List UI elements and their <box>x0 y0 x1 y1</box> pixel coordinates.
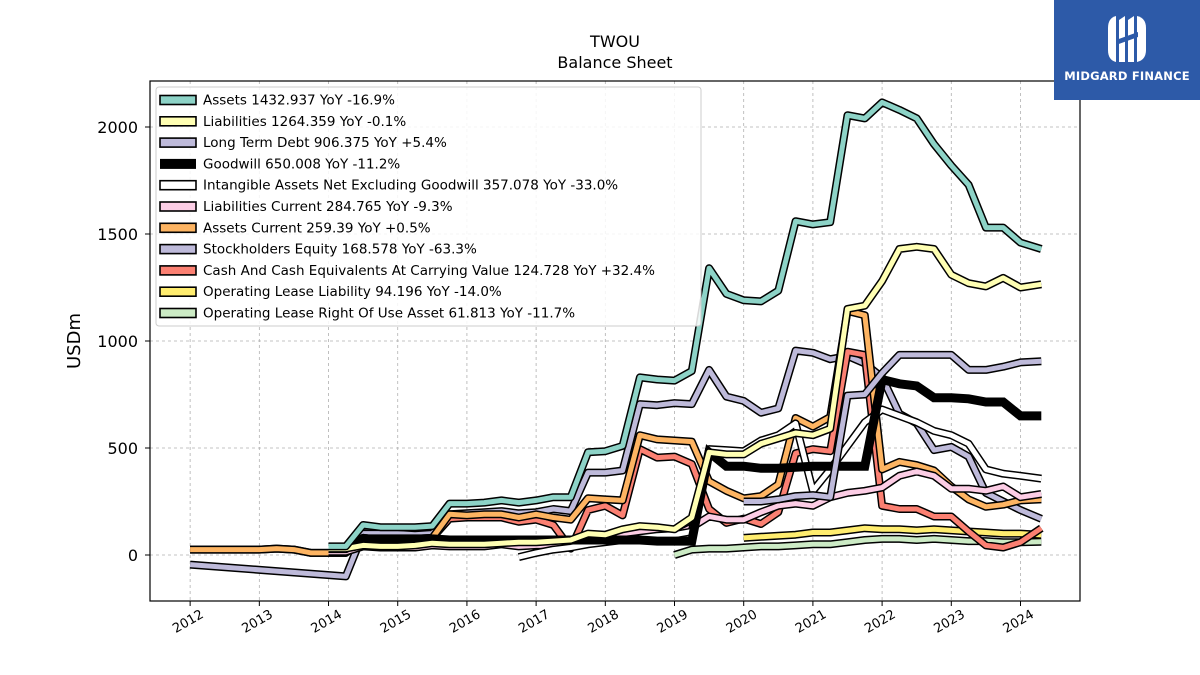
y-tick-label: 1500 <box>97 225 138 244</box>
legend-label: Goodwill 650.008 YoY -11.2% <box>203 156 400 172</box>
series-line <box>328 242 1042 553</box>
x-tick-label: 2024 <box>1001 607 1037 637</box>
x-tick-label: 2013 <box>240 607 276 637</box>
chart-subtitle: Balance Sheet <box>557 53 672 72</box>
series-line <box>190 307 1042 557</box>
midgard-logo-icon <box>1108 16 1146 62</box>
brand-name: MIDGARD FINANCE <box>1064 69 1190 83</box>
x-tick-label: 2019 <box>655 607 691 637</box>
x-tick-label: 2015 <box>378 607 414 637</box>
x-tick-label: 2018 <box>585 607 621 637</box>
legend-entry: Goodwill 650.008 YoY -11.2% <box>160 156 400 172</box>
legend-entry: Long Term Debt 906.375 YoY +5.4% <box>159 135 447 151</box>
legend-label: Operating Lease Liability 94.196 YoY -14… <box>203 284 502 300</box>
series-line-fill <box>328 99 1043 549</box>
legend-label: Operating Lease Right Of Use Asset 61.81… <box>203 306 575 322</box>
legend-box <box>155 86 702 327</box>
legend-entry: Assets Current 259.39 YoY +0.5% <box>159 220 431 236</box>
legend-swatch <box>159 201 197 212</box>
y-tick-label: 2000 <box>97 118 138 137</box>
legend-entry: Stockholders Equity 168.578 YoY -63.3% <box>159 242 477 258</box>
x-tick-label: 2016 <box>447 607 483 637</box>
legend-label: Long Term Debt 906.375 YoY +5.4% <box>203 135 447 151</box>
series-line-fill <box>328 373 1042 554</box>
series-line-outline <box>190 307 1042 557</box>
legend-swatch <box>159 137 197 148</box>
legend-swatch <box>159 286 197 298</box>
legend-entry: Intangible Assets Net Excluding Goodwill… <box>159 178 618 194</box>
legend-swatch <box>159 116 197 127</box>
brand-logo: MIDGARD FINANCE <box>1054 0 1200 100</box>
y-tick-label: 0 <box>128 546 138 565</box>
y-tick-label: 1000 <box>97 332 138 351</box>
x-tick-label: 2012 <box>170 607 206 637</box>
y-tick-label: 500 <box>107 439 138 458</box>
legend-label: Assets 1432.937 YoY -16.9% <box>203 93 395 109</box>
legend-swatch <box>159 243 197 255</box>
y-axis-label: USDm <box>64 313 85 369</box>
x-tick-label: 2022 <box>862 607 898 637</box>
legend-entry: Cash And Cash Equivalents At Carrying Va… <box>159 263 655 279</box>
legend-swatch <box>160 158 196 169</box>
series-lines <box>189 98 1044 581</box>
legend-entry: Operating Lease Right Of Use Asset 61.81… <box>159 306 575 322</box>
legend-swatch <box>159 179 197 191</box>
legend-label: Liabilities 1264.359 YoY -0.1% <box>203 114 406 130</box>
legend: Assets 1432.937 YoY -16.9% Liabilities 12… <box>155 86 702 327</box>
x-tick-label: 2023 <box>931 607 967 637</box>
legend-entry: Liabilities 1264.359 YoY -0.1% <box>159 114 406 130</box>
series-line <box>328 373 1042 554</box>
series-line <box>743 350 1042 506</box>
chart-title: TWOU <box>589 32 640 51</box>
series-line <box>328 98 1043 551</box>
legend-swatch <box>159 265 197 276</box>
legend-entry: Operating Lease Liability 94.196 YoY -14… <box>159 284 502 300</box>
series-line-fill <box>328 244 1042 552</box>
legend-label: Liabilities Current 284.765 YoY -9.3% <box>203 199 453 215</box>
series-line-fill <box>190 308 1042 556</box>
legend-label: Intangible Assets Net Excluding Goodwill… <box>203 178 618 194</box>
legend-swatch <box>159 94 197 106</box>
x-tick-label: 2021 <box>793 607 829 637</box>
series-line-fill <box>743 352 1042 504</box>
legend-entry: Liabilities Current 284.765 YoY -9.3% <box>159 199 453 215</box>
legend-entry: Assets 1432.937 YoY -16.9% <box>159 93 395 109</box>
series-line-fill <box>743 525 1042 541</box>
x-tick-label: 2014 <box>309 607 345 637</box>
legend-label: Assets Current 259.39 YoY +0.5% <box>203 220 431 236</box>
x-tick-label: 2020 <box>724 607 760 637</box>
legend-swatch <box>159 307 197 319</box>
legend-swatch <box>159 222 197 234</box>
x-tick-label: 2017 <box>516 607 552 637</box>
legend-label: Stockholders Equity 168.578 YoY -63.3% <box>203 242 477 258</box>
series-line <box>743 524 1042 542</box>
legend-label: Cash And Cash Equivalents At Carrying Va… <box>203 263 655 279</box>
